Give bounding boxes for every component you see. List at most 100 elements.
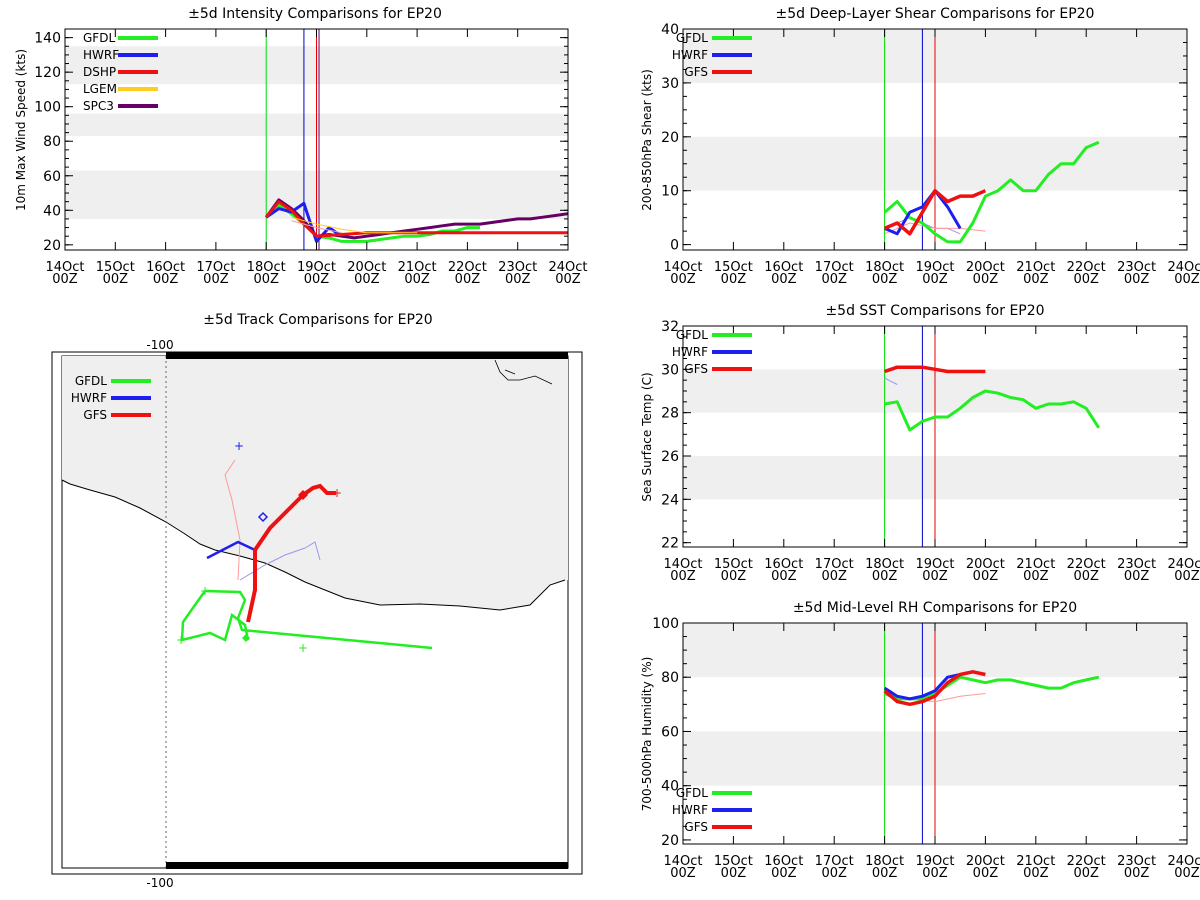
sst-title: ±5d SST Comparisons for EP20: [825, 303, 1044, 319]
shear-ylabel: 200-850hPa Shear (kts): [640, 69, 654, 211]
sst-xtick-sublabel: 00Z: [872, 569, 898, 584]
shear-xtick-label: 21Oct: [1016, 260, 1055, 275]
rh-ytick-label: 100: [652, 616, 679, 632]
rh-legend-label: GFS: [684, 820, 708, 834]
shear-xtick-sublabel: 00Z: [1124, 272, 1150, 287]
rh-xtick-label: 20Oct: [966, 854, 1005, 869]
track-hwrf-marker: +: [234, 439, 244, 453]
sst-xtick-sublabel: 00Z: [821, 569, 847, 584]
intensity-legend-label: SPC3: [83, 99, 114, 113]
intensity-series-lgem: [291, 216, 418, 234]
sst-xtick-label: 18Oct: [865, 557, 904, 572]
rh-xtick-sublabel: 00Z: [872, 866, 898, 881]
shear-xtick-label: 20Oct: [966, 260, 1005, 275]
land-mexico: [166, 356, 568, 610]
intensity-panel: ±5d Intensity Comparisons for EP20 10m M…: [14, 6, 588, 287]
rh-xtick-sublabel: 00Z: [1174, 866, 1200, 881]
intensity-xtick-label: 17Oct: [196, 260, 235, 275]
track-legend-label: HWRF: [71, 391, 107, 405]
intensity-xtick-label: 23Oct: [498, 260, 537, 275]
track-hwrf-prior: [239, 541, 321, 581]
shear-ytick-label: 40: [661, 22, 679, 38]
rh-ytick-label: 80: [661, 670, 679, 686]
sst-ytick-label: 28: [661, 406, 679, 422]
sst-series-gfs: [884, 365, 986, 374]
rh-legend-label: GFDL: [676, 786, 708, 800]
track-hwrf: [206, 540, 256, 560]
track-gfdl-diamond: [242, 634, 250, 642]
intensity-xtick-sublabel: 00Z: [153, 272, 179, 287]
intensity-series-dshp-prior: [291, 220, 342, 234]
shear-ytick-label: 10: [661, 184, 679, 200]
coastline: [61, 479, 566, 611]
track-legend-label: GFS: [83, 408, 107, 422]
intensity-series-hwrf: [265, 201, 343, 243]
rh-title: ±5d Mid-Level RH Comparisons for EP20: [793, 600, 1077, 616]
intensity-xtick-sublabel: 00Z: [455, 272, 481, 287]
shear-xtick-label: 14Oct: [663, 260, 702, 275]
track-panel: ±5d Track Comparisons for EP20 -100 -100…: [51, 312, 583, 890]
shear-xtick-label: 18Oct: [865, 260, 904, 275]
rh-series-gfs: [883, 670, 986, 707]
intensity-ytick-label: 60: [43, 169, 61, 185]
track-legend-label: GFDL: [75, 374, 107, 388]
rh-xtick-sublabel: 00Z: [1023, 866, 1049, 881]
sst-xtick-label: 16Oct: [764, 557, 803, 572]
shear-xtick-label: 15Oct: [714, 260, 753, 275]
sst-legend-label: GFS: [684, 362, 708, 376]
shear-xtick-sublabel: 00Z: [1174, 272, 1200, 287]
sst-ytick-label: 22: [661, 536, 679, 552]
shear-xtick-label: 16Oct: [764, 260, 803, 275]
sst-legend-label: GFDL: [676, 328, 708, 342]
sst-ytick-label: 26: [661, 449, 679, 465]
coastline-north: [494, 359, 553, 385]
intensity-xtick-label: 20Oct: [347, 260, 386, 275]
rh-ytick-label: 20: [661, 833, 679, 849]
sst-ylabel: Sea Surface Temp (C): [640, 372, 654, 501]
shear-xtick-sublabel: 00Z: [872, 272, 898, 287]
track-gfs-prior: [224, 459, 241, 581]
intensity-legend-label: GFDL: [83, 31, 115, 45]
rh-xtick-label: 21Oct: [1016, 854, 1055, 869]
rh-xtick-sublabel: 00Z: [973, 866, 999, 881]
rh-xtick-label: 17Oct: [815, 854, 854, 869]
rh-series-hwrf: [883, 673, 961, 701]
shear-xtick-sublabel: 00Z: [1073, 272, 1099, 287]
map-border-top: [166, 352, 568, 359]
sst-legend: GFDL HWRF GFS: [672, 328, 752, 376]
sst-xtick-label: 20Oct: [966, 557, 1005, 572]
rh-ytick-label: 40: [661, 779, 679, 795]
track-gfs-marker: +: [332, 486, 342, 500]
shear-legend-label: GFS: [684, 65, 708, 79]
shear-xtick-label: 17Oct: [815, 260, 854, 275]
shear-ytick-label: 0: [670, 238, 679, 254]
intensity-xtick-sublabel: 00Z: [253, 272, 279, 287]
rh-xtick-sublabel: 00Z: [922, 866, 948, 881]
rh-legend: GFDL HWRF GFS: [672, 786, 752, 834]
intensity-series-dshp: [265, 200, 568, 238]
shear-series-gfs: [883, 188, 987, 236]
rh-xtick-sublabel: 00Z: [1124, 866, 1150, 881]
sst-xtick-label: 19Oct: [915, 557, 954, 572]
shear-xtick-sublabel: 00Z: [771, 272, 797, 287]
sst-ytick-label: 30: [661, 362, 679, 378]
intensity-ytick-label: 120: [34, 65, 61, 81]
intensity-xtick-sublabel: 00Z: [404, 272, 430, 287]
track-hwrf-diamond: [257, 511, 269, 523]
sst-xtick-label: 14Oct: [663, 557, 702, 572]
shear-xtick-label: 19Oct: [915, 260, 954, 275]
sst-xtick-label: 24Oct: [1167, 557, 1200, 572]
sst-ytick-label: 24: [661, 492, 679, 508]
track-gfdl-east: [204, 589, 433, 650]
intensity-xtick-sublabel: 00Z: [555, 272, 581, 287]
shear-panel: ±5d Deep-Layer Shear Comparisons for EP2…: [640, 6, 1200, 287]
intensity-ytick-label: 140: [34, 31, 61, 47]
sst-xtick-sublabel: 00Z: [1174, 569, 1200, 584]
rh-plot-area: 2040608010014Oct00Z15Oct00Z16Oct00Z17Oct…: [652, 616, 1200, 881]
sst-series-hwrf-prior: [884, 377, 898, 385]
sst-xtick-label: 22Oct: [1067, 557, 1106, 572]
shear-ytick-label: 30: [661, 76, 679, 92]
intensity-xtick-label: 21Oct: [398, 260, 437, 275]
shear-legend-label: HWRF: [672, 48, 708, 62]
